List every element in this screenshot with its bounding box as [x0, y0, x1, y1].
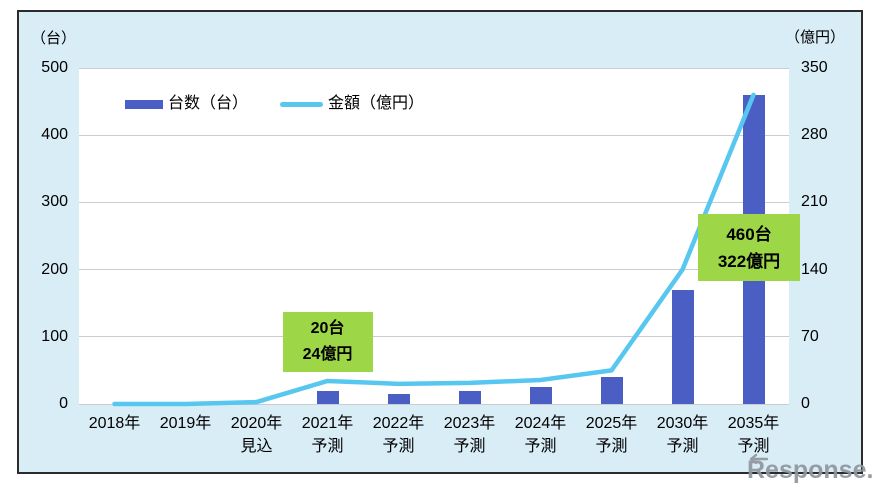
x-label-line: 2021年 — [301, 415, 354, 432]
x-label-line: 2018年 — [88, 415, 141, 432]
x-label-line: 予測 — [453, 438, 486, 455]
x-label-line: 2019年 — [159, 415, 212, 432]
left-axis-tick-500: 500 — [41, 59, 68, 76]
x-label-line: 予測 — [666, 438, 699, 455]
x-label-2022: 2022年予測 — [363, 412, 434, 458]
legend-item-amount: 金額（億円） — [280, 95, 424, 113]
annotation-line: 24億円 — [302, 346, 353, 363]
x-label-line: 2025年 — [585, 415, 638, 432]
left-axis-tick-200: 200 — [41, 260, 68, 278]
x-label-2030: 2030年予測 — [647, 412, 718, 458]
legend-item-units: 台数（台） — [125, 95, 248, 113]
x-label-line: 2023年 — [443, 415, 496, 432]
x-label-2018: 2018年 — [79, 412, 150, 435]
left-axis-unit-label: （台） — [31, 30, 77, 47]
x-label-2035: 2035年予測 — [718, 412, 789, 458]
x-label-line: 予測 — [382, 438, 415, 455]
left-axis-tick-0: 0 — [59, 395, 68, 412]
watermark-response-logo: Response. — [747, 452, 882, 488]
right-axis-tick-140: 140 — [801, 260, 828, 278]
annotation-2021: 20台 24億円 — [282, 312, 373, 372]
right-axis-tick-280: 280 — [801, 126, 828, 144]
bar-2021 — [316, 390, 339, 404]
right-axis-unit-label: （億円） — [784, 29, 845, 46]
x-label-2020: 2020年見込 — [221, 412, 292, 458]
x-label-2021: 2021年予測 — [292, 412, 363, 458]
gridline-300 — [79, 201, 789, 203]
x-label-line: 見込 — [240, 438, 273, 455]
left-axis-tick-400: 400 — [41, 126, 68, 144]
x-label-line: 予測 — [524, 438, 557, 455]
annotation-line: 322億円 — [717, 251, 781, 271]
watermark-text: Response. — [747, 456, 874, 484]
right-axis-tick-0: 0 — [801, 395, 810, 412]
right-axis-tick-70: 70 — [801, 327, 819, 345]
x-label-line: 2020年 — [230, 415, 283, 432]
x-label-2019: 2019年 — [150, 412, 221, 435]
bar-2030 — [671, 289, 694, 404]
annotation-2035: 460台 322億円 — [698, 214, 800, 281]
x-label-2024: 2024年予測 — [505, 412, 576, 458]
x-label-line: 予測 — [311, 438, 344, 455]
x-label-2025: 2025年予測 — [576, 412, 647, 458]
x-label-line: 2022年 — [372, 415, 425, 432]
legend-label-units: 台数（台） — [168, 95, 249, 112]
bar-2024 — [529, 387, 552, 404]
bar-2025 — [600, 377, 623, 404]
gridline-500 — [79, 67, 789, 69]
x-label-2023: 2023年予測 — [434, 412, 505, 458]
gridline-200 — [79, 269, 789, 271]
line-series-swatch-icon — [280, 101, 323, 107]
x-label-line: 2024年 — [514, 415, 567, 432]
annotation-line: 460台 — [726, 224, 772, 244]
legend-label-amount: 金額（億円） — [328, 95, 425, 112]
x-label-line: 予測 — [595, 438, 628, 455]
x-label-line: 予測 — [737, 438, 770, 455]
watermark-arrow-icon — [749, 453, 769, 465]
gridline-400 — [79, 134, 789, 136]
bar-series-swatch-icon — [125, 99, 163, 109]
annotation-line: 20台 — [310, 320, 345, 337]
x-label-line: 2035年 — [727, 415, 780, 432]
bar-2023 — [458, 390, 481, 404]
right-axis-tick-350: 350 — [801, 59, 828, 76]
right-axis-tick-210: 210 — [801, 193, 828, 211]
left-axis-tick-300: 300 — [41, 193, 68, 211]
bar-2022 — [387, 393, 410, 404]
x-label-line: 2030年 — [656, 415, 709, 432]
left-axis-tick-100: 100 — [41, 327, 68, 345]
